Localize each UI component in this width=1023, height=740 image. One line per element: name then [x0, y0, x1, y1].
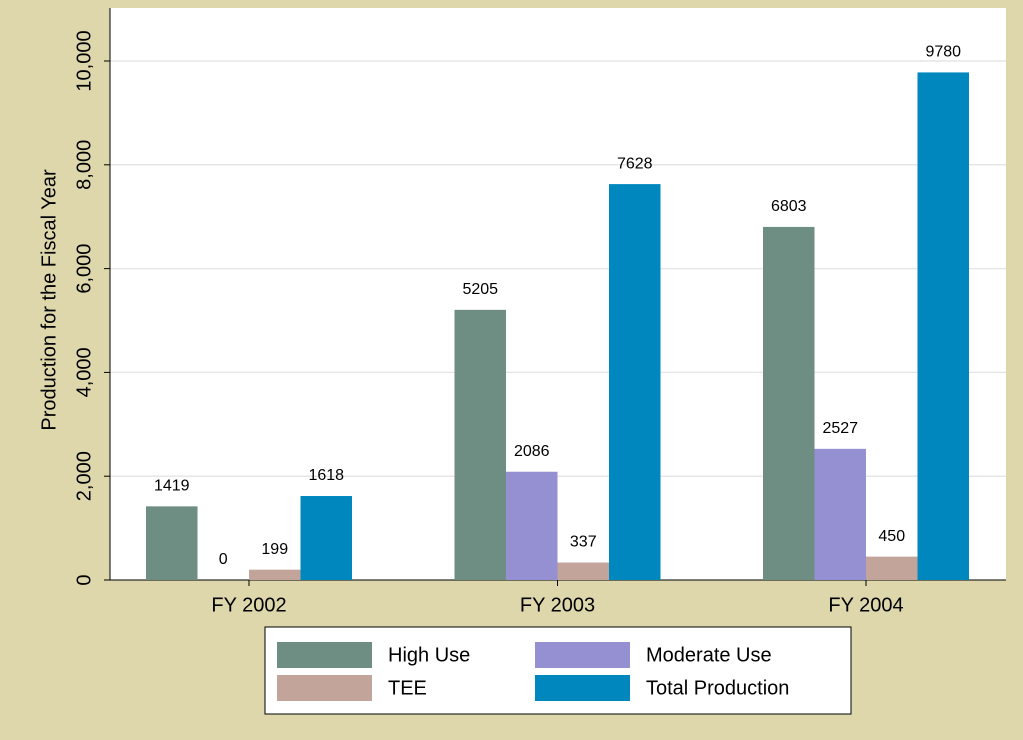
- legend-swatch: [535, 642, 630, 668]
- x-tick-label: FY 2003: [520, 594, 595, 616]
- bar: [814, 448, 866, 580]
- y-tick-label: 4,000: [73, 347, 95, 397]
- bar: [300, 496, 352, 580]
- value-label: 1419: [154, 478, 190, 495]
- value-label: 6803: [771, 198, 807, 215]
- legend-label: TEE: [388, 677, 427, 699]
- value-label: 0: [219, 551, 228, 568]
- x-tick-label: FY 2002: [211, 594, 286, 616]
- legend-swatch: [277, 642, 372, 668]
- bar: [917, 72, 969, 580]
- legend-swatch: [535, 675, 630, 701]
- y-axis-title: Production for the Fiscal Year: [38, 169, 60, 431]
- y-tick-label: 2,000: [73, 451, 95, 501]
- value-label: 5205: [462, 281, 498, 298]
- value-label: 7628: [617, 155, 653, 172]
- legend-label: High Use: [388, 644, 470, 666]
- bar: [866, 556, 918, 580]
- value-label: 9780: [925, 44, 961, 61]
- value-label: 1618: [308, 467, 344, 484]
- legend-label: Moderate Use: [646, 644, 772, 666]
- legend-swatch: [277, 675, 372, 701]
- bar: [146, 506, 198, 580]
- y-tick-label: 8,000: [73, 140, 95, 190]
- bar: [763, 226, 815, 580]
- y-tick-label: 6,000: [73, 244, 95, 294]
- value-label: 199: [261, 541, 288, 558]
- bar: [609, 184, 661, 580]
- bar: [454, 309, 506, 580]
- value-label: 2086: [514, 443, 550, 460]
- plot-area: [110, 8, 1006, 580]
- value-label: 337: [570, 534, 597, 551]
- bar: [249, 569, 301, 580]
- y-tick-label: 0: [73, 574, 95, 585]
- value-label: 2527: [822, 420, 858, 437]
- x-tick-label: FY 2004: [828, 594, 903, 616]
- bar: [557, 562, 609, 580]
- legend-label: Total Production: [646, 677, 789, 699]
- value-label: 450: [878, 528, 905, 545]
- bar: [506, 471, 558, 580]
- y-tick-label: 10,000: [73, 30, 95, 91]
